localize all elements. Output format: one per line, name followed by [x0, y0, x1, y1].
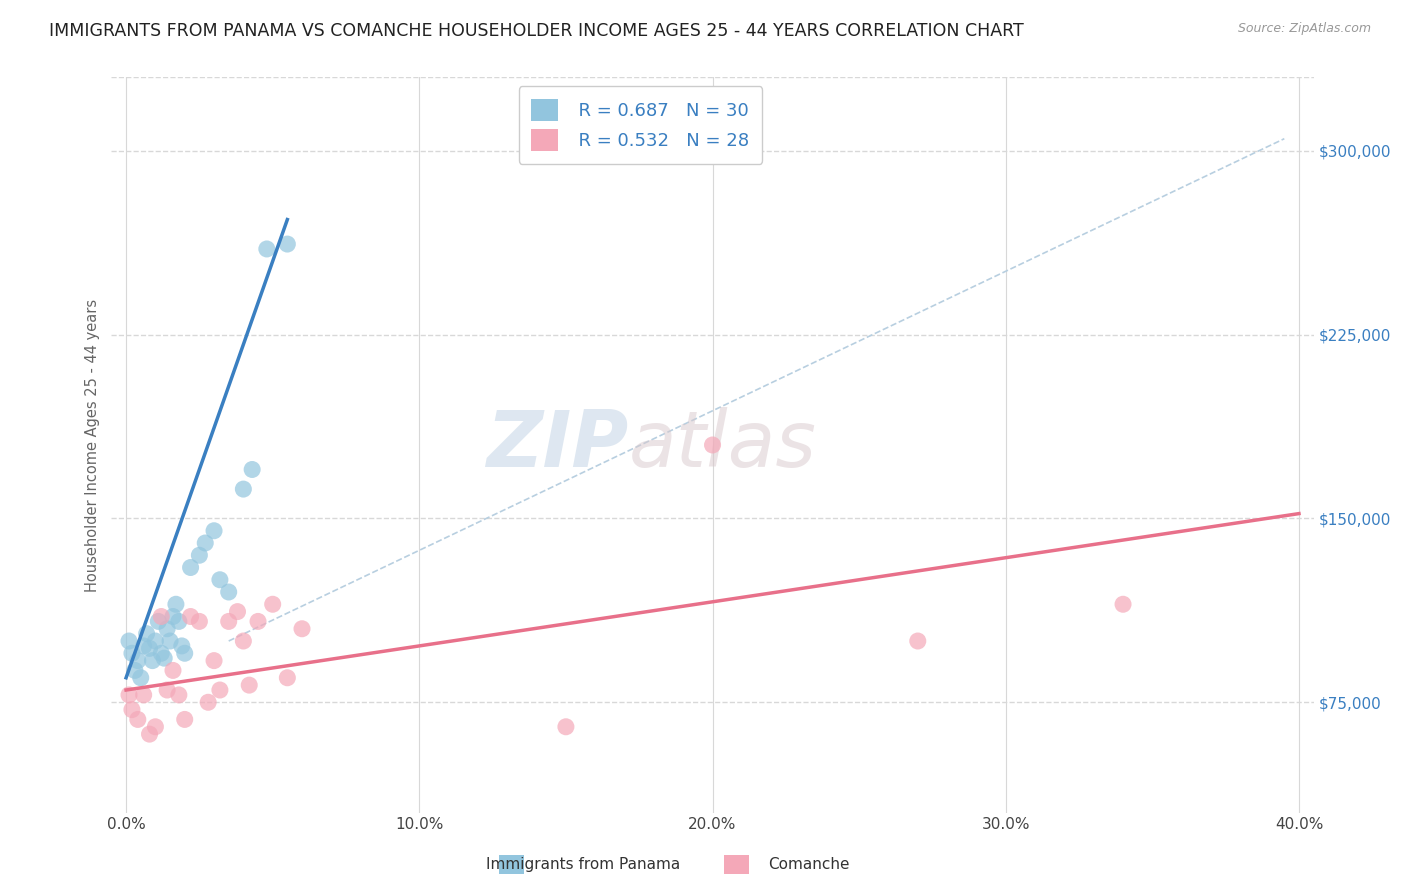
Point [173, 713, 195, 727]
Point [156, 622, 179, 636]
Point [118, 634, 141, 648]
Point [702, 438, 724, 452]
Point [170, 639, 193, 653]
Text: atlas: atlas [628, 407, 817, 483]
Point [150, 646, 173, 660]
Point [208, 683, 231, 698]
Point [132, 688, 155, 702]
Text: Immigrants from Panama: Immigrants from Panama [486, 857, 681, 872]
Text: Source: ZipAtlas.com: Source: ZipAtlas.com [1237, 22, 1371, 36]
Point [141, 654, 163, 668]
Point [159, 634, 181, 648]
Point [167, 688, 190, 702]
Point [188, 548, 211, 562]
Text: ZIP: ZIP [486, 407, 628, 483]
Point [276, 671, 298, 685]
Point [907, 634, 929, 648]
Point [162, 609, 184, 624]
Legend:   R = 0.687   N = 30,   R = 0.532   N = 28: R = 0.687 N = 30, R = 0.532 N = 28 [519, 87, 762, 164]
Point [240, 462, 263, 476]
Text: IMMIGRANTS FROM PANAMA VS COMANCHE HOUSEHOLDER INCOME AGES 25 - 44 YEARS CORRELA: IMMIGRANTS FROM PANAMA VS COMANCHE HOUSE… [49, 22, 1024, 40]
Point [202, 654, 225, 668]
Point [238, 678, 260, 692]
Point [232, 482, 254, 496]
Point [138, 727, 160, 741]
Point [150, 609, 173, 624]
Point [121, 646, 143, 660]
Point [138, 641, 160, 656]
Point [232, 634, 254, 648]
Point [124, 664, 146, 678]
Point [247, 615, 270, 629]
Point [180, 609, 202, 624]
Point [188, 615, 211, 629]
Point [226, 605, 249, 619]
Point [153, 651, 176, 665]
Point [135, 626, 157, 640]
Point [1112, 597, 1135, 611]
Point [145, 634, 167, 648]
Point [162, 664, 184, 678]
Point [148, 615, 170, 629]
Point [167, 615, 190, 629]
Point [173, 646, 195, 660]
Point [256, 242, 278, 256]
Point [156, 683, 179, 698]
Point [262, 597, 284, 611]
Point [127, 713, 149, 727]
Point [127, 654, 149, 668]
Point [129, 671, 152, 685]
Point [202, 524, 225, 538]
Point [554, 720, 576, 734]
Point [218, 615, 240, 629]
Text: Comanche: Comanche [768, 857, 849, 872]
Point [291, 622, 314, 636]
Point [218, 585, 240, 599]
Point [118, 688, 141, 702]
Point [180, 560, 202, 574]
Point [197, 695, 219, 709]
Y-axis label: Householder Income Ages 25 - 44 years: Householder Income Ages 25 - 44 years [86, 299, 100, 591]
Point [208, 573, 231, 587]
Point [132, 639, 155, 653]
Point [145, 720, 167, 734]
Point [165, 597, 187, 611]
Point [194, 536, 217, 550]
Point [121, 703, 143, 717]
Point [276, 237, 298, 252]
